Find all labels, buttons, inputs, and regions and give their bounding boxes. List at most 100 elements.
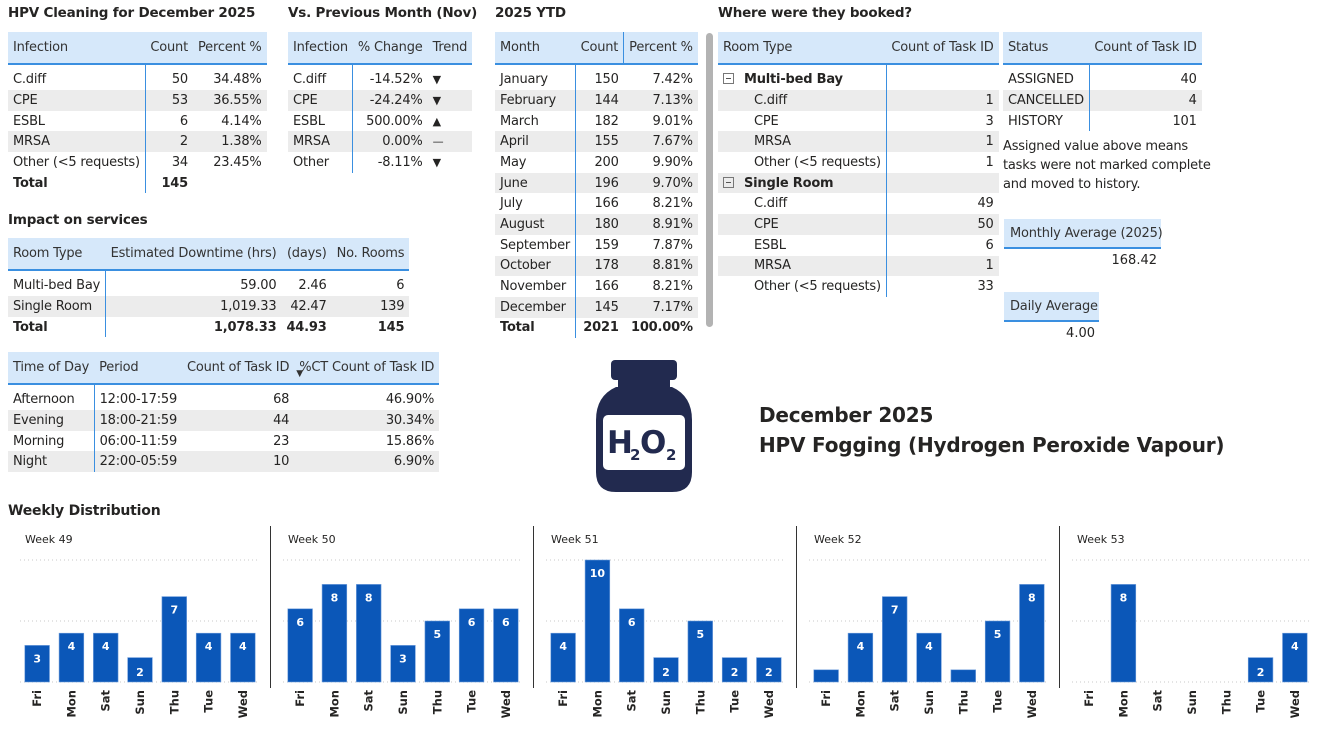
table-row[interactable]: C.diff 1: [718, 90, 999, 111]
table-row[interactable]: September 159 7.87%: [495, 234, 698, 256]
table-row[interactable]: MRSA 2 1.38%: [8, 131, 267, 153]
table-row[interactable]: Other -8.11% ▼: [288, 152, 472, 173]
col-header-percent[interactable]: Percent %: [623, 32, 698, 65]
bar-mon[interactable]: [58, 632, 85, 683]
col-header-days[interactable]: (days): [281, 238, 332, 271]
col-header-downtime-hrs[interactable]: Estimated Downtime (hrs): [105, 238, 282, 271]
col-header-infection[interactable]: Infection: [288, 32, 353, 65]
bar-tue[interactable]: [1247, 657, 1274, 683]
table-row[interactable]: Morning 06:00-11:59 23 15.86%: [8, 430, 439, 452]
bar-mon[interactable]: [321, 584, 348, 683]
group-row[interactable]: Single Room: [718, 172, 999, 194]
table-row[interactable]: Night 22:00-05:59 10 6.90%: [8, 451, 440, 473]
table-row[interactable]: March 182 9.01%: [495, 110, 698, 132]
collapse-icon[interactable]: [723, 176, 734, 188]
table-row[interactable]: January 150 7.42%: [495, 64, 698, 90]
table-row[interactable]: C.diff 49: [718, 193, 999, 215]
bar-sun[interactable]: [916, 632, 942, 683]
bar-mon[interactable]: [847, 632, 874, 683]
table-row[interactable]: ESBL 6: [718, 234, 999, 256]
col-header-infection[interactable]: Infection: [8, 32, 146, 65]
table-row[interactable]: June 196 9.70%: [495, 172, 698, 194]
table-row[interactable]: CPE -24.24% ▼: [288, 90, 473, 111]
table-row[interactable]: April 155 7.67%: [495, 131, 698, 153]
vertical-scrollbar[interactable]: [706, 33, 713, 327]
total-row[interactable]: Total 2021 100.00%: [495, 317, 698, 339]
col-header-count[interactable]: Count: [145, 32, 193, 65]
col-header-month[interactable]: Month: [495, 32, 576, 65]
col-header-period[interactable]: Period: [94, 352, 183, 385]
bar-fri[interactable]: [287, 608, 313, 683]
bar-tue[interactable]: [458, 608, 485, 683]
sort-desc-icon[interactable]: ▼: [296, 369, 303, 379]
bar-wed[interactable]: [756, 657, 782, 683]
bar-sat[interactable]: [93, 632, 119, 683]
table-row[interactable]: MRSA 1: [718, 131, 999, 153]
bar-thu[interactable]: [950, 669, 976, 683]
bar-sat[interactable]: [356, 584, 382, 683]
col-header-change[interactable]: % Change: [352, 32, 428, 65]
table-row[interactable]: ASSIGNED 40: [1003, 64, 1202, 90]
col-header-room-type[interactable]: Room Type: [718, 32, 887, 65]
table-row[interactable]: CPE 53 36.55%: [8, 90, 267, 111]
total-row[interactable]: Total 1,078.33 44.93 145: [8, 316, 409, 338]
col-header-status[interactable]: Status: [1003, 32, 1090, 65]
col-header-count-task[interactable]: Count of Task ID: [886, 32, 999, 65]
table-row[interactable]: Multi-bed Bay 59.00 2.46 6: [8, 270, 409, 296]
bar-wed[interactable]: [1282, 632, 1308, 683]
bar-sun[interactable]: [127, 657, 153, 683]
table-row[interactable]: Other (<5 requests) 33: [718, 276, 999, 297]
col-header-count-task[interactable]: Count of Task ID: [1089, 32, 1202, 65]
bar-wed[interactable]: [230, 632, 256, 683]
table-row[interactable]: October 178 8.81%: [495, 255, 698, 277]
table-row[interactable]: ESBL 6 4.14%: [8, 110, 267, 132]
group-row[interactable]: Multi-bed Bay: [718, 64, 999, 90]
bar-mon[interactable]: [584, 559, 611, 683]
col-header-trend[interactable]: Trend: [427, 32, 473, 65]
bar-fri[interactable]: [24, 645, 50, 683]
col-header-room-type[interactable]: Room Type: [8, 238, 106, 271]
bar-thu[interactable]: [424, 620, 450, 683]
table-row[interactable]: February 144 7.13%: [495, 90, 698, 111]
table-row[interactable]: C.diff -14.52% ▼: [288, 64, 472, 90]
total-row[interactable]: Total 145: [8, 172, 267, 194]
table-row[interactable]: ESBL 500.00% ▲: [288, 110, 472, 132]
table-row[interactable]: CPE 50: [718, 214, 999, 235]
table-row[interactable]: C.diff 50 34.48%: [8, 64, 267, 90]
col-header-rooms[interactable]: No. Rooms: [331, 238, 410, 271]
col-header-pct-count[interactable]: %CT Count of Task ID ▼: [294, 352, 440, 385]
table-row[interactable]: Afternoon 12:00-17:59 68 46.90%: [8, 384, 439, 410]
bar-tue[interactable]: [721, 657, 748, 683]
table-row[interactable]: December 145 7.17%: [495, 296, 698, 318]
table-row[interactable]: MRSA 0.00% —: [288, 131, 473, 153]
col-header-time-of-day[interactable]: Time of Day: [8, 352, 95, 385]
bar-wed[interactable]: [1019, 584, 1045, 683]
bar-thu[interactable]: [161, 596, 187, 683]
bar-sat[interactable]: [882, 596, 908, 683]
table-row[interactable]: July 166 8.21%: [495, 193, 698, 215]
table-row[interactable]: CANCELLED 4: [1003, 90, 1202, 111]
table-row[interactable]: November 166 8.21%: [495, 276, 698, 297]
bar-fri[interactable]: [813, 669, 839, 683]
table-row[interactable]: Other (<5 requests) 1: [718, 152, 999, 173]
table-row[interactable]: CPE 3: [718, 110, 999, 132]
bar-thu[interactable]: [687, 620, 713, 683]
table-row[interactable]: HISTORY 101: [1003, 110, 1202, 132]
table-row[interactable]: Evening 18:00-21:59 44 30.34%: [8, 410, 440, 431]
bar-tue[interactable]: [195, 632, 222, 683]
bar-wed[interactable]: [493, 608, 519, 683]
col-header-count-task[interactable]: Count of Task ID: [182, 352, 295, 385]
bar-sun[interactable]: [653, 657, 679, 683]
table-row[interactable]: MRSA 1: [718, 255, 999, 277]
collapse-icon[interactable]: [723, 73, 734, 84]
bar-sat[interactable]: [619, 608, 645, 683]
bar-mon[interactable]: [1110, 584, 1137, 683]
bar-fri[interactable]: [550, 632, 576, 683]
bar-sun[interactable]: [390, 645, 416, 683]
table-row[interactable]: Other (<5 requests) 34 23.45%: [8, 152, 267, 173]
bar-tue[interactable]: [984, 620, 1011, 683]
col-header-count[interactable]: Count: [575, 32, 625, 65]
table-row[interactable]: May 200 9.90%: [495, 152, 698, 173]
table-row[interactable]: August 180 8.91%: [495, 214, 698, 235]
table-row[interactable]: Single Room 1,019.33 42.47 139: [8, 296, 410, 317]
